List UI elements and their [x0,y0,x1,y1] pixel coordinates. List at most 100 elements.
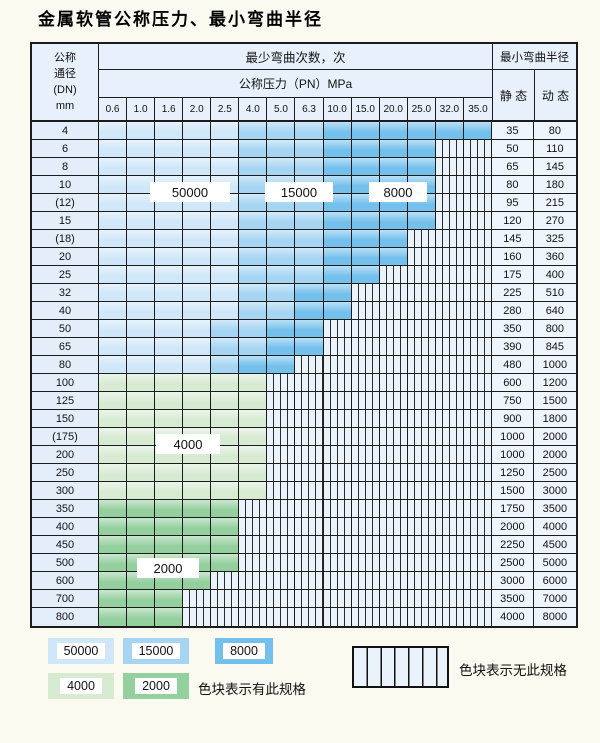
cycle-cell [211,338,240,356]
cycle-cell [155,536,184,554]
table-row: (175) 1000 2000 [32,428,576,446]
cycle-cell [211,374,240,392]
dynamic-radius-cell: 400 [533,266,576,284]
cycle-cell [99,608,128,626]
no-spec-cell [323,356,352,374]
no-spec-cell [463,410,492,428]
no-spec-cell [211,608,240,626]
dynamic-radius-cell: 640 [533,302,576,320]
no-spec-cell [379,374,408,392]
cycle-cell [379,140,408,158]
dynamic-radius-cell: 180 [533,176,576,194]
dn-header-line4: mm [55,100,75,112]
cycle-cell [183,536,212,554]
no-spec-cell [295,446,324,464]
cycle-count-label: 50000 [150,182,230,202]
no-spec-cell [323,464,352,482]
cycle-cell [127,212,156,230]
no-spec-cell [379,446,408,464]
cycle-cell [267,122,296,140]
cycle-cell [127,464,156,482]
no-spec-cell [323,410,352,428]
cycle-cell [155,590,184,608]
cycle-cell [127,608,156,626]
no-spec-cell [463,482,492,500]
no-spec-cell [267,500,296,518]
no-spec-cell [407,518,436,536]
cycle-cell [99,284,128,302]
no-spec-cell [463,212,492,230]
no-spec-cell [267,428,296,446]
cycle-cell [155,356,184,374]
cycle-count-label: 4000 [156,434,220,454]
no-spec-cell [407,248,436,266]
no-spec-cell [379,284,408,302]
cycle-cell [351,248,380,266]
legend-has-spec-label: 色块表示有此规格 [198,682,306,697]
no-spec-cell [435,554,464,572]
cycle-cell [379,248,408,266]
pressure-col-header: 2.0 [183,98,212,120]
cycle-cell [99,248,128,266]
table-row: 100 600 1200 [32,374,576,392]
dynamic-radius-cell: 2000 [533,446,576,464]
no-spec-cell [435,410,464,428]
cycle-cell [379,212,408,230]
no-spec-cell [295,374,324,392]
no-spec-cell [295,428,324,446]
no-spec-cell [407,572,436,590]
no-spec-cell [183,590,212,608]
no-spec-cell [379,590,408,608]
dn-header-line3: (DN) [53,84,77,96]
cycle-cell [127,158,156,176]
dn-cell: 100 [32,374,99,392]
legend-swatch-value: 4000 [60,678,102,694]
cycle-cell [239,266,268,284]
no-spec-cell [295,410,324,428]
legend-swatch-value: 8000 [223,643,265,659]
legend-swatch-value: 50000 [56,643,106,659]
no-spec-cell [295,536,324,554]
cycle-cell [295,158,324,176]
cycle-cell [127,176,156,194]
dynamic-radius-cell: 1500 [533,392,576,410]
cycle-cell [239,392,268,410]
no-spec-cell [407,536,436,554]
dn-header-line2: 通径 [54,68,76,80]
cycle-cell [239,428,268,446]
no-spec-cell [323,518,352,536]
no-spec-cell [351,428,380,446]
cycle-cell [99,230,128,248]
cycle-cell [295,140,324,158]
pressure-value-headers: 0.6 1.0 1.6 2.0 2.5 4.0 5.0 6.3 10.0 15.0 20.0 25.0… [99,98,492,120]
dn-cell: 15 [32,212,99,230]
table-row: 8 65 145 [32,158,576,176]
dn-cell: 4 [32,122,99,140]
cycle-cell [127,230,156,248]
cycle-cell [183,302,212,320]
no-spec-cell [435,158,464,176]
cycle-cell [211,320,240,338]
no-spec-cell [463,320,492,338]
cycle-cell [463,122,492,140]
cycle-cell [155,230,184,248]
cycle-cell [267,140,296,158]
nominal-pressure-header: 公称压力（PN）MPa [99,70,492,98]
cycle-cell [239,212,268,230]
no-spec-cell [351,608,380,626]
cycle-cell [295,302,324,320]
no-spec-cell [351,518,380,536]
pressure-col-header: 4.0 [239,98,268,120]
pressure-col-header: 25.0 [407,98,436,120]
no-spec-cell [323,572,352,590]
cycle-cell [239,338,268,356]
no-spec-cell [323,374,352,392]
no-spec-cell [435,428,464,446]
cycle-cell [127,500,156,518]
dn-cell: 800 [32,608,99,626]
no-spec-cell [463,248,492,266]
dn-cell: 400 [32,518,99,536]
dn-cell: (18) [32,230,99,248]
cycle-cell [155,266,184,284]
